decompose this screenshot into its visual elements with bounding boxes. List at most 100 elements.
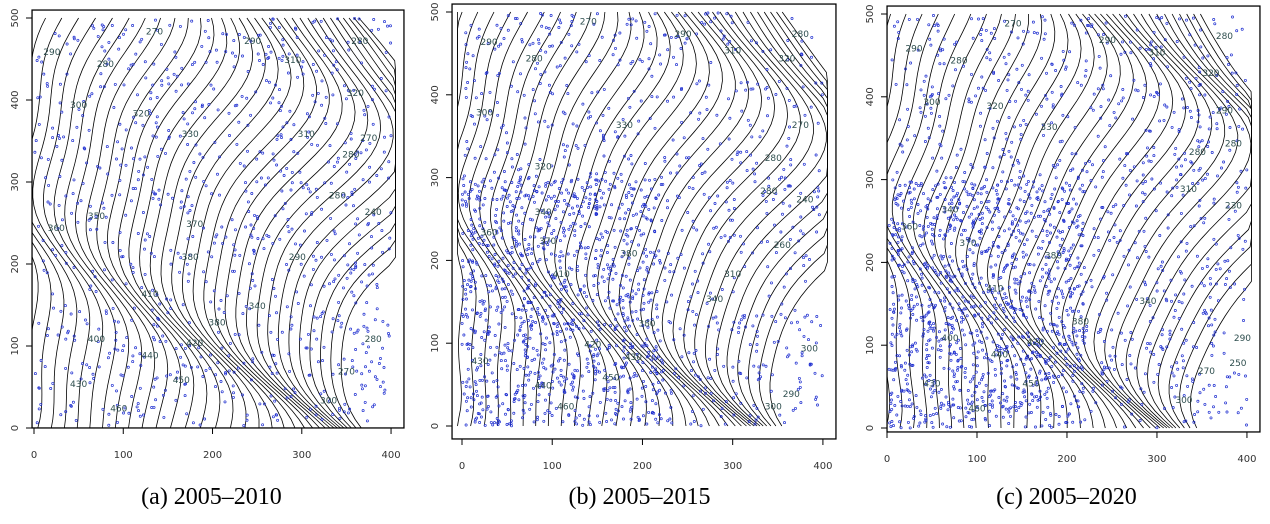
sample-point	[917, 184, 921, 188]
sample-point	[946, 316, 950, 320]
sample-point	[595, 236, 599, 240]
sample-point	[629, 23, 633, 27]
sample-point	[950, 280, 954, 284]
sample-point	[1006, 350, 1010, 354]
sample-point	[1077, 265, 1080, 269]
sample-point	[1168, 329, 1172, 333]
sample-point	[1186, 384, 1190, 388]
sample-point	[1089, 106, 1093, 110]
sample-point	[149, 91, 153, 95]
sample-point	[691, 309, 695, 313]
sample-point	[461, 192, 464, 196]
sample-point	[1045, 233, 1049, 237]
sample-point	[58, 136, 61, 140]
contour-line	[64, 17, 130, 429]
sample-point	[625, 242, 629, 246]
sample-point	[515, 17, 519, 21]
sample-point	[115, 389, 118, 393]
sample-point	[309, 304, 312, 308]
sample-point	[1032, 285, 1036, 289]
contour-line	[683, 11, 802, 427]
sample-point	[214, 48, 218, 52]
sample-point	[194, 143, 198, 147]
sample-point	[1057, 253, 1061, 256]
sample-point	[588, 349, 592, 353]
sample-point	[1008, 210, 1012, 214]
sample-point	[542, 235, 546, 239]
sample-point	[204, 368, 208, 372]
sample-point	[987, 246, 991, 250]
sample-point	[950, 201, 954, 205]
sample-point	[88, 94, 92, 98]
sample-point	[1055, 235, 1059, 239]
sample-point	[342, 254, 346, 258]
sample-point	[575, 196, 579, 200]
sample-point	[789, 163, 793, 167]
sample-point	[1244, 374, 1247, 378]
sample-point	[1130, 412, 1134, 416]
sample-point	[118, 178, 122, 182]
sample-point	[278, 237, 282, 241]
sample-point	[165, 297, 169, 301]
sample-point	[179, 343, 183, 347]
sample-point	[605, 397, 609, 401]
sample-point	[477, 242, 481, 246]
sample-point	[1000, 361, 1003, 365]
sample-point	[561, 110, 565, 114]
sample-point	[587, 54, 591, 58]
sample-point	[1155, 91, 1159, 95]
sample-point	[479, 353, 483, 356]
sample-point	[1009, 335, 1013, 339]
sample-point	[1022, 255, 1025, 259]
sample-point	[271, 241, 275, 245]
sample-point	[655, 95, 659, 99]
sample-point	[1191, 345, 1195, 349]
sample-point	[660, 370, 664, 374]
sample-point	[317, 49, 321, 53]
sample-point	[387, 247, 391, 251]
sample-point	[585, 357, 589, 361]
sample-point	[65, 72, 69, 76]
sample-point	[766, 114, 769, 118]
sample-point	[464, 423, 468, 427]
sample-point	[1199, 28, 1203, 32]
sample-point	[1032, 215, 1036, 219]
sample-point	[1097, 33, 1100, 37]
sample-point	[1031, 350, 1035, 354]
sample-point	[606, 263, 609, 267]
sample-point	[471, 237, 475, 241]
sample-point	[812, 208, 816, 212]
sample-point	[546, 221, 550, 225]
sample-point	[338, 408, 341, 412]
sample-point	[1016, 159, 1020, 162]
sample-point	[585, 365, 589, 369]
y-tick-label: 200	[10, 254, 21, 273]
sample-point	[1047, 277, 1051, 281]
sample-point	[1019, 299, 1023, 303]
sample-point	[1193, 43, 1197, 47]
sample-point	[647, 410, 651, 414]
contour-line	[42, 17, 104, 429]
sample-point	[938, 228, 942, 232]
sample-point	[767, 184, 771, 188]
sample-point	[1220, 166, 1223, 170]
sample-point	[469, 327, 473, 331]
sample-point	[275, 163, 279, 167]
sample-point	[508, 200, 512, 204]
sample-point	[561, 143, 565, 147]
sample-point	[55, 144, 59, 148]
sample-point	[1024, 220, 1028, 224]
sample-point	[960, 320, 963, 324]
sample-point	[597, 362, 601, 366]
sample-point	[232, 243, 236, 247]
sample-point	[358, 41, 362, 44]
sample-point	[706, 147, 710, 151]
sample-point	[930, 256, 934, 260]
sample-point	[535, 226, 539, 230]
sample-point	[337, 273, 341, 277]
sample-point	[367, 273, 371, 277]
sample-point	[513, 205, 517, 209]
sample-point	[155, 125, 159, 129]
sample-point	[596, 414, 599, 418]
sample-point	[46, 84, 50, 88]
